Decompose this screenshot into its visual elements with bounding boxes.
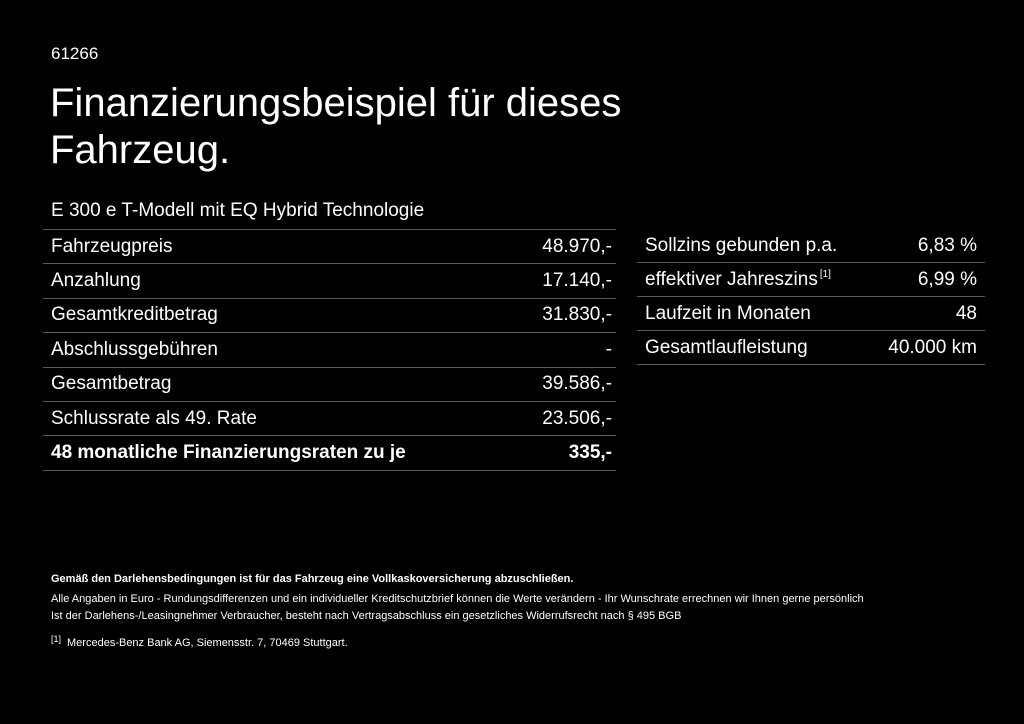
row-label: Gesamtlaufleistung <box>637 330 872 365</box>
row-value: - <box>519 332 616 368</box>
row-label: Schlussrate als 49. Rate <box>43 401 520 437</box>
row-value: 6,83 % <box>871 229 985 263</box>
table-row: Fahrzeugpreis 48.970,- <box>43 229 616 265</box>
row-value: 48 <box>871 296 985 331</box>
row-label: Anzahlung <box>43 263 520 299</box>
footnote-marker: [1] <box>819 268 831 280</box>
row-label: Fahrzeugpreis <box>43 229 520 265</box>
row-value: 31.830,- <box>519 298 616 334</box>
row-label: Sollzins gebunden p.a. <box>637 229 872 263</box>
table-row: Laufzeit in Monaten 48 <box>637 296 985 331</box>
table-row: Gesamtkreditbetrag 31.830,- <box>43 298 616 334</box>
footnote-text: Mercedes-Benz Bank AG, Siemensstr. 7, 70… <box>67 637 348 649</box>
footnote: [1] Mercedes-Benz Bank AG, Siemensstr. 7,… <box>51 631 981 652</box>
table-row: Schlussrate als 49. Rate 23.506,- <box>43 401 616 437</box>
table-row: effektiver Jahreszins [1] 6,99 % <box>637 262 985 297</box>
table-row: Anzahlung 17.140,- <box>43 263 616 299</box>
table-row: Abschlussgebühren - <box>43 332 616 368</box>
row-label: Gesamtkreditbetrag <box>43 298 520 334</box>
insurance-note: Gemäß den Darlehensbedingungen ist für d… <box>51 573 574 585</box>
row-label: Laufzeit in Monaten <box>637 296 872 331</box>
row-label: Gesamtbetrag <box>43 367 520 402</box>
vehicle-code: 61266 <box>51 44 99 63</box>
footnote-marker: [1] <box>51 634 62 644</box>
row-label: Abschlussgebühren <box>43 332 520 368</box>
row-value: 17.140,- <box>519 263 616 299</box>
interest-table: Sollzins gebunden p.a. 6,83 % effektiver… <box>637 229 985 365</box>
table-row: Gesamtbetrag 39.586,- <box>43 367 616 402</box>
row-value: 23.506,- <box>519 401 616 437</box>
row-label-cell: effektiver Jahreszins [1] <box>637 262 872 297</box>
vehicle-model: E 300 e T-Modell mit EQ Hybrid Technolog… <box>51 200 425 221</box>
note-line: Alle Angaben in Euro - Rundungsdifferenz… <box>51 593 864 605</box>
row-label: effektiver Jahreszins <box>645 268 818 290</box>
row-value: 39.586,- <box>519 367 616 402</box>
table-row: Sollzins gebunden p.a. 6,83 % <box>637 229 985 263</box>
row-value: 40.000 km <box>871 330 985 365</box>
row-label: 48 monatliche Finanzierungsraten zu je <box>43 435 520 471</box>
row-value: 6,99 % <box>871 262 985 297</box>
row-value: 335,- <box>519 435 616 471</box>
financing-table: Fahrzeugpreis 48.970,- Anzahlung 17.140,… <box>43 229 616 471</box>
monthly-rate-row: 48 monatliche Finanzierungsraten zu je 3… <box>43 435 616 471</box>
legal-notes: Gemäß den Darlehensbedingungen ist für d… <box>51 571 981 652</box>
table-row: Gesamtlaufleistung 40.000 km <box>637 330 985 365</box>
note-line: Ist der Darlehens-/Leasingnehmer Verbrau… <box>51 610 682 622</box>
page-title: Finanzierungsbeispiel für dieses Fahrzeu… <box>50 81 622 172</box>
row-value: 48.970,- <box>519 229 616 265</box>
